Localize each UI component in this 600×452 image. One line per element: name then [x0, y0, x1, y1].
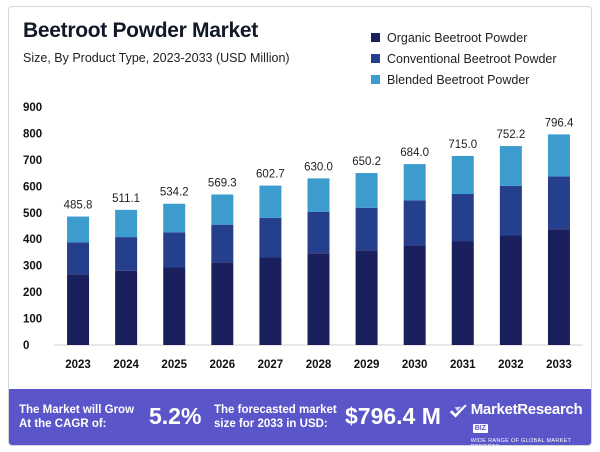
- cagr-value: 5.2%: [149, 403, 202, 429]
- legend: Organic Beetroot Powder Conventional Bee…: [371, 27, 557, 90]
- summary-banner: The Market will Grow At the CAGR of: 5.2…: [9, 389, 591, 445]
- brand-name: MarketResearch: [470, 401, 583, 418]
- bar-segment-blended-2031: [451, 155, 474, 195]
- bar-segment-blended-2030: [403, 164, 426, 201]
- brand-badge: BIZ: [472, 424, 488, 433]
- y-tick-label: 600: [23, 181, 42, 193]
- brand-logo: MarketResearch BIZ WIDE RANGE OF GLOBAL M…: [449, 401, 591, 445]
- y-tick-label: 300: [23, 261, 42, 273]
- bar-chart: 0 100 200 300 400 500 600 700 800 900 485.8 2023 511…: [23, 102, 583, 371]
- x-tick-label-2033: 2033: [546, 359, 572, 371]
- bar-segment-conventional-2024: [115, 237, 138, 271]
- legend-label-conventional: Conventional Beetroot Powder: [387, 51, 557, 66]
- data-label-total-2025: 534.2: [160, 187, 189, 199]
- brand-tagline: WIDE RANGE OF GLOBAL MARKET REPORTS: [470, 438, 572, 445]
- bar-segment-blended-2025: [163, 203, 186, 233]
- bar-segment-organic-2028: [307, 253, 330, 345]
- checkmark-logo-icon: [449, 404, 467, 418]
- bar-segment-blended-2023: [67, 216, 90, 243]
- bar-segment-organic-2026: [211, 262, 234, 345]
- x-tick-label-2029: 2029: [354, 359, 380, 371]
- bar-segment-conventional-2031: [451, 194, 474, 242]
- chart-title: Beetroot Powder Market: [23, 19, 258, 42]
- data-label-total-2033: 796.4: [545, 117, 574, 129]
- bar-segment-conventional-2027: [259, 217, 282, 258]
- bar-segment-blended-2032: [499, 146, 522, 186]
- bar-segment-organic-2025: [163, 267, 186, 345]
- x-tick-label-2032: 2032: [498, 359, 524, 371]
- bar-segment-organic-2032: [499, 235, 522, 345]
- x-tick-label-2027: 2027: [258, 359, 284, 371]
- legend-label-organic: Organic Beetroot Powder: [387, 30, 528, 45]
- y-tick-label: 0: [23, 340, 29, 352]
- cagr-label: The Market will Grow At the CAGR of:: [19, 404, 135, 430]
- data-label-total-2031: 715.0: [448, 139, 477, 151]
- x-tick-label-2028: 2028: [306, 359, 332, 371]
- chart-card: Beetroot Powder Market Size, By Product …: [8, 6, 592, 446]
- bar-segment-organic-2027: [259, 257, 282, 345]
- bar-segment-conventional-2030: [403, 200, 426, 246]
- y-tick-label: 400: [23, 234, 42, 246]
- x-tick-label-2024: 2024: [113, 359, 139, 371]
- data-label-total-2029: 650.2: [352, 156, 381, 168]
- y-tick-label: 900: [23, 102, 42, 114]
- x-tick-label-2023: 2023: [65, 359, 91, 371]
- bar-segment-conventional-2026: [211, 224, 234, 263]
- y-tick-label: 700: [23, 155, 42, 167]
- y-tick-label: 100: [23, 314, 42, 326]
- bar-segment-blended-2028: [307, 178, 330, 212]
- forecast-value: $796.4 M: [345, 403, 441, 429]
- legend-swatch-blended: [371, 75, 380, 84]
- legend-label-blended: Blended Beetroot Powder: [387, 72, 530, 87]
- x-tick-label-2025: 2025: [161, 359, 187, 371]
- bar-segment-blended-2027: [259, 185, 282, 218]
- bar-segment-conventional-2025: [163, 232, 186, 268]
- bar-segment-conventional-2033: [547, 176, 570, 230]
- legend-item-organic: Organic Beetroot Powder: [371, 27, 557, 48]
- bar-segment-organic-2023: [67, 274, 90, 345]
- bar-segment-conventional-2032: [499, 185, 522, 236]
- bar-segment-blended-2026: [211, 194, 234, 225]
- y-tick-label: 500: [23, 208, 42, 220]
- bar-segment-conventional-2023: [67, 242, 90, 275]
- legend-item-blended: Blended Beetroot Powder: [371, 69, 557, 90]
- legend-swatch-organic: [371, 33, 380, 42]
- forecast-label: The forecasted market size for 2033 in U…: [214, 404, 337, 430]
- bar-segment-organic-2030: [403, 245, 426, 345]
- bar-segment-organic-2033: [547, 229, 570, 345]
- x-tick-label-2026: 2026: [210, 359, 236, 371]
- data-label-total-2030: 684.0: [400, 147, 429, 159]
- x-tick-label-2030: 2030: [402, 359, 428, 371]
- x-tick-label-2031: 2031: [450, 359, 476, 371]
- bar-segment-blended-2024: [115, 209, 138, 238]
- y-tick-label: 800: [23, 128, 42, 140]
- data-label-total-2026: 569.3: [208, 177, 237, 189]
- bar-segment-organic-2029: [355, 250, 378, 345]
- bar-segment-blended-2029: [355, 173, 378, 208]
- legend-item-conventional: Conventional Beetroot Powder: [371, 48, 557, 69]
- data-label-total-2023: 485.8: [64, 200, 93, 212]
- bar-segment-conventional-2028: [307, 211, 330, 254]
- chart-subtitle: Size, By Product Type, 2023-2033 (USD Mi…: [23, 51, 290, 65]
- data-label-total-2028: 630.0: [304, 161, 333, 173]
- bar-segment-organic-2024: [115, 270, 138, 345]
- data-label-total-2032: 752.2: [496, 129, 525, 141]
- legend-swatch-conventional: [371, 54, 380, 63]
- y-tick-label: 200: [23, 287, 42, 299]
- data-label-total-2027: 602.7: [256, 169, 285, 181]
- bar-segment-organic-2031: [451, 241, 474, 345]
- bar-segment-conventional-2029: [355, 207, 378, 251]
- bar-segment-blended-2033: [547, 134, 570, 177]
- data-label-total-2024: 511.1: [112, 193, 140, 205]
